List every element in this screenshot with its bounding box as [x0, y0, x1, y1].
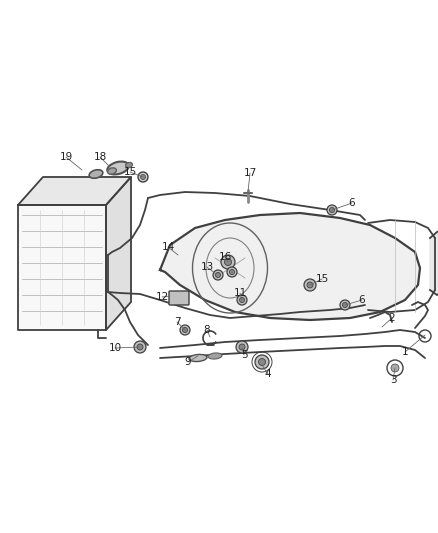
- Text: 14: 14: [161, 242, 175, 252]
- Circle shape: [141, 174, 145, 180]
- Circle shape: [307, 282, 313, 288]
- Polygon shape: [106, 177, 131, 330]
- Text: 8: 8: [204, 325, 210, 335]
- Circle shape: [236, 341, 248, 353]
- Text: 19: 19: [60, 152, 73, 162]
- Text: 5: 5: [241, 350, 247, 360]
- Circle shape: [134, 341, 146, 353]
- Text: 15: 15: [315, 274, 328, 284]
- Text: 6: 6: [359, 295, 365, 305]
- Circle shape: [340, 300, 350, 310]
- Text: 10: 10: [109, 343, 122, 353]
- Text: 18: 18: [93, 152, 106, 162]
- Text: 13: 13: [200, 262, 214, 272]
- Circle shape: [240, 297, 244, 303]
- Ellipse shape: [108, 168, 117, 174]
- Circle shape: [227, 267, 237, 277]
- Circle shape: [255, 355, 269, 369]
- Text: 3: 3: [390, 375, 396, 385]
- Text: 9: 9: [185, 357, 191, 367]
- Text: 2: 2: [389, 313, 396, 323]
- Circle shape: [343, 303, 347, 308]
- Ellipse shape: [107, 161, 129, 174]
- Circle shape: [237, 295, 247, 305]
- Circle shape: [183, 327, 187, 333]
- Circle shape: [327, 205, 337, 215]
- Text: 1: 1: [402, 347, 408, 357]
- Polygon shape: [430, 228, 438, 295]
- Text: 7: 7: [174, 317, 180, 327]
- Circle shape: [329, 207, 335, 213]
- Circle shape: [213, 270, 223, 280]
- Ellipse shape: [189, 354, 207, 361]
- Text: 11: 11: [233, 288, 247, 298]
- Ellipse shape: [126, 163, 132, 167]
- Circle shape: [230, 270, 234, 274]
- Text: 12: 12: [155, 292, 169, 302]
- Circle shape: [180, 325, 190, 335]
- Circle shape: [239, 344, 245, 350]
- Circle shape: [137, 344, 143, 350]
- Text: 16: 16: [219, 252, 232, 262]
- Circle shape: [258, 359, 265, 366]
- Circle shape: [215, 272, 220, 278]
- Text: 17: 17: [244, 168, 257, 178]
- Circle shape: [221, 255, 235, 269]
- Text: 4: 4: [265, 369, 271, 379]
- FancyBboxPatch shape: [169, 291, 189, 305]
- Polygon shape: [18, 177, 131, 205]
- Ellipse shape: [208, 353, 222, 359]
- Text: 6: 6: [349, 198, 355, 208]
- Circle shape: [225, 259, 232, 265]
- Circle shape: [391, 364, 399, 372]
- Ellipse shape: [89, 169, 103, 178]
- Polygon shape: [160, 213, 420, 320]
- Text: 15: 15: [124, 167, 137, 177]
- Polygon shape: [18, 205, 106, 330]
- Circle shape: [138, 172, 148, 182]
- Circle shape: [304, 279, 316, 291]
